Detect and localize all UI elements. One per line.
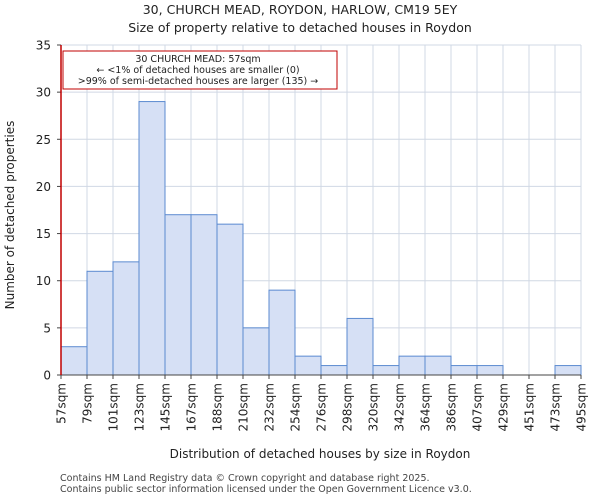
footer-line-2: Contains public sector information licen… <box>60 484 472 495</box>
histogram-bar <box>164 214 192 376</box>
y-tick-label: 10 <box>36 274 51 288</box>
histogram-bar <box>294 355 322 376</box>
x-tick-label: 298sqm <box>341 383 355 431</box>
histogram-bar <box>424 355 452 376</box>
histogram-bar <box>60 346 88 376</box>
histogram-bar <box>268 289 296 376</box>
x-tick-label: 364sqm <box>419 383 433 431</box>
x-tick-label: 342sqm <box>393 383 407 431</box>
x-tick-label: 79sqm <box>81 383 95 424</box>
x-tick-label: 123sqm <box>133 383 147 431</box>
histogram-bar <box>372 365 400 376</box>
x-tick-label: 429sqm <box>497 383 511 431</box>
histogram-bar <box>190 214 218 376</box>
x-tick-label: 320sqm <box>367 383 381 431</box>
x-tick-label: 188sqm <box>211 383 225 431</box>
histogram-bar <box>398 355 426 376</box>
axis-layer: 0 5 10 15 20 25 30 35 57sqm 79sqm 101sqm 123sqm 145s… <box>36 39 589 432</box>
x-tick-label: 407sqm <box>471 383 485 431</box>
footer-line-1: Contains HM Land Registry data © Crown c… <box>60 473 430 484</box>
y-tick-label: 25 <box>36 133 51 147</box>
histogram-bar <box>112 261 140 376</box>
x-tick-label: 495sqm <box>575 383 589 431</box>
chart-title: 30, CHURCH MEAD, ROYDON, HARLOW, CM19 5E… <box>143 2 458 17</box>
histogram-bar <box>346 317 374 376</box>
annotation-line-1: 30 CHURCH MEAD: 57sqm <box>135 54 260 65</box>
histogram-bar <box>320 365 348 376</box>
histogram-bar <box>554 365 582 376</box>
y-axis-label: Number of detached properties <box>3 121 17 310</box>
annotation-box: 30 CHURCH MEAD: 57sqm ← <1% of detached … <box>62 50 338 90</box>
chart-subtitle: Size of property relative to detached ho… <box>128 20 472 35</box>
histogram-bar <box>476 365 504 376</box>
y-tick-label: 0 <box>43 369 51 383</box>
x-tick-label: 57sqm <box>55 383 69 424</box>
histogram-bar <box>138 101 166 376</box>
x-tick-label: 254sqm <box>289 383 303 431</box>
x-tick-label: 101sqm <box>107 383 121 431</box>
x-tick-label: 473sqm <box>549 383 563 431</box>
histogram-bar <box>450 365 478 376</box>
x-axis-label: Distribution of detached houses by size … <box>170 447 471 461</box>
y-tick-label: 15 <box>36 227 51 241</box>
x-tick-label: 145sqm <box>159 383 173 431</box>
bar-layer <box>60 101 582 376</box>
histogram-bar <box>242 327 270 376</box>
y-tick-label: 35 <box>36 39 51 53</box>
y-tick-label: 30 <box>36 86 51 100</box>
annotation-line-2: ← <1% of detached houses are smaller (0) <box>96 65 299 76</box>
annotation-frame <box>62 50 338 90</box>
x-tick-label: 276sqm <box>315 383 329 431</box>
x-tick-label: 386sqm <box>445 383 459 431</box>
histogram-chart: 30, CHURCH MEAD, ROYDON, HARLOW, CM19 5E… <box>3 2 589 461</box>
histogram-bar <box>216 223 244 376</box>
x-tick-label: 232sqm <box>263 383 277 431</box>
x-tick-label: 167sqm <box>185 383 199 431</box>
annotation-line-3: >99% of semi-detached houses are larger … <box>78 76 319 87</box>
y-tick-label: 5 <box>43 321 51 335</box>
y-tick-label: 20 <box>36 180 51 194</box>
x-tick-label: 210sqm <box>237 383 251 431</box>
histogram-bar <box>86 270 114 376</box>
x-tick-label: 451sqm <box>523 383 537 431</box>
